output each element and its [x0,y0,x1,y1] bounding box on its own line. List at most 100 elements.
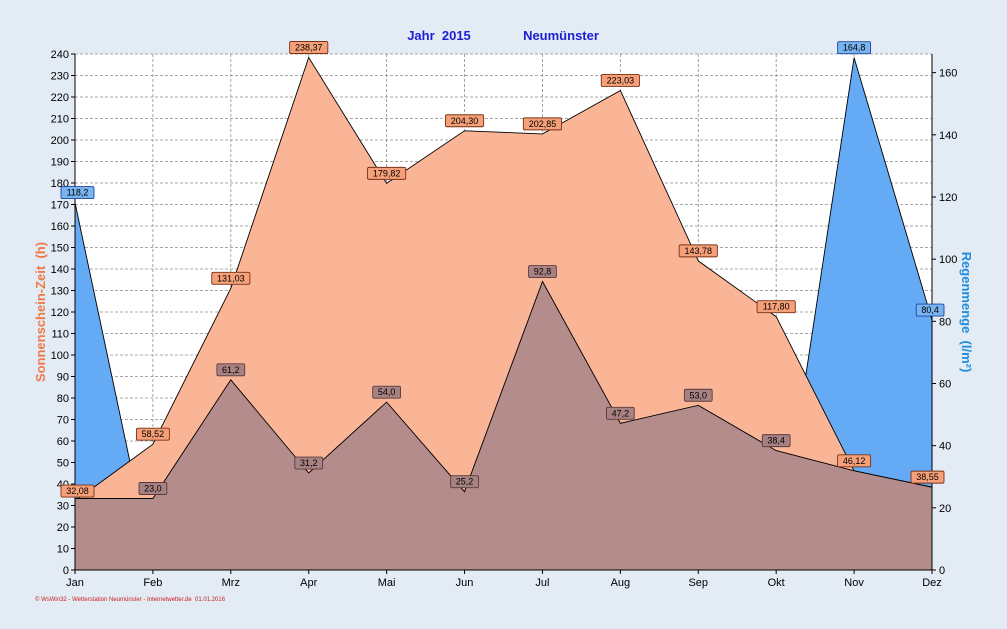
x-tick-label: Mrz [222,577,240,589]
chart-title-year: Jahr 2015 [407,28,471,43]
data-label: 61,2 [222,365,240,375]
y-right-tick-label: 80 [939,316,951,328]
data-label-box [837,41,872,55]
x-tick-label: Nov [844,577,864,589]
data-label: 25,2 [456,477,474,487]
data-label-box [678,244,718,258]
chart-title-location: Neumünster [523,28,599,43]
data-label-box [915,303,945,317]
data-label-box [367,166,407,180]
data-label-box [135,427,170,441]
data-label: 118,2 [67,188,89,198]
data-label: 92,8 [534,267,552,277]
data-label: 202,85 [529,119,557,129]
data-label-box [756,300,796,314]
data-label: 23,0 [144,484,162,494]
x-tick-label: Dez [922,577,942,589]
data-label-box [528,265,557,278]
y-axis-left-label: Sonnenschein-Zeit (h) [33,242,48,382]
data-label-box [211,271,251,285]
y-left-tick-label: 170 [51,200,69,212]
y-left-tick-label: 210 [51,114,69,126]
data-label-box [294,456,324,470]
data-label-box [761,434,791,448]
y-left-tick-label: 140 [51,264,69,276]
y-axis-right-label: Regenmenge (l/m²) [959,252,974,373]
y-right-tick-label: 40 [939,441,951,453]
data-label: 38,4 [767,436,785,446]
data-label: 80,4 [921,305,939,315]
y-right-tick-label: 0 [939,565,945,577]
x-tick-label: Feb [143,577,162,589]
y-left-tick-label: 160 [51,221,69,233]
data-label-box [910,470,945,484]
data-label: 204,30 [451,116,479,126]
data-label: 117,80 [763,302,790,312]
credit-text: © WsWin32 - Wetterstation Neumünster - I… [35,596,226,603]
y-left-tick-label: 60 [57,436,69,448]
data-label: 164,8 [843,43,866,53]
data-label: 143,78 [685,246,713,256]
data-label: 223,03 [607,75,635,85]
data-label: 53,0 [690,390,708,400]
data-label-box [606,406,635,420]
y-right-tick-label: 20 [939,503,951,515]
data-label: 131,03 [217,273,245,283]
y-left-tick-label: 10 [57,544,69,556]
y-left-tick-label: 80 [57,393,69,405]
y-right-tick-label: 140 [939,130,957,142]
x-tick-label: Mai [378,577,396,589]
data-label-box [289,41,329,54]
y-left-tick-label: 190 [51,157,69,169]
y-left-tick-label: 240 [51,49,69,61]
y-left-tick-label: 130 [51,286,69,298]
y-left-tick-label: 200 [51,135,69,147]
data-label-box [138,482,168,495]
y-right-tick-label: 100 [939,254,957,266]
y-left-tick-label: 20 [57,522,69,534]
data-label: 238,37 [295,43,323,53]
y-right-tick-label: 120 [939,192,957,204]
y-right-tick-label: 60 [939,378,951,390]
data-label: 31,2 [300,458,318,468]
y-left-tick-label: 100 [51,350,69,362]
x-tick-label: Sep [688,577,708,589]
x-tick-label: Jul [535,577,549,589]
data-label-box [444,114,485,128]
data-label-box [837,454,872,468]
y-left-tick-label: 50 [57,458,69,470]
y-left-tick-label: 70 [57,415,69,427]
data-label: 32,08 [66,486,89,496]
data-label-box [60,484,95,498]
data-label-box [372,385,401,399]
y-left-tick-label: 0 [63,565,69,577]
y-left-tick-label: 120 [51,307,69,319]
x-tick-label: Jun [456,577,474,589]
data-label: 58,52 [142,429,165,439]
y-right-tick-label: 160 [939,68,957,80]
data-label: 47,2 [612,408,630,418]
y-left-tick-label: 150 [51,243,69,255]
area-regen-brown [74,280,933,571]
data-label: 54,0 [378,387,396,397]
data-label-box [522,117,563,131]
data-label: 46,12 [843,456,866,466]
x-tick-label: Jan [66,577,84,589]
data-label: 179,82 [373,168,401,178]
ticks: 0 10 20 30 40 50 60 70 80 90 100 110 120 130 140 150 160… [51,49,958,589]
data-label-box [600,74,640,87]
data-label-box [216,363,246,377]
data-label: 38,55 [916,472,939,482]
data-labels: 118,2 164,8 80,4 32,08 58,52 131,03 238,37 179,… [60,41,945,498]
y-left-tick-label: 30 [57,501,69,513]
y-left-tick-label: 220 [51,92,69,104]
data-label-box [683,388,713,402]
y-left-tick-label: 110 [51,329,69,341]
y-left-tick-label: 230 [51,71,69,83]
x-tick-label: Aug [611,577,631,589]
data-label-box [450,475,479,489]
y-left-tick-label: 90 [57,372,69,384]
x-tick-label: Apr [300,577,317,589]
